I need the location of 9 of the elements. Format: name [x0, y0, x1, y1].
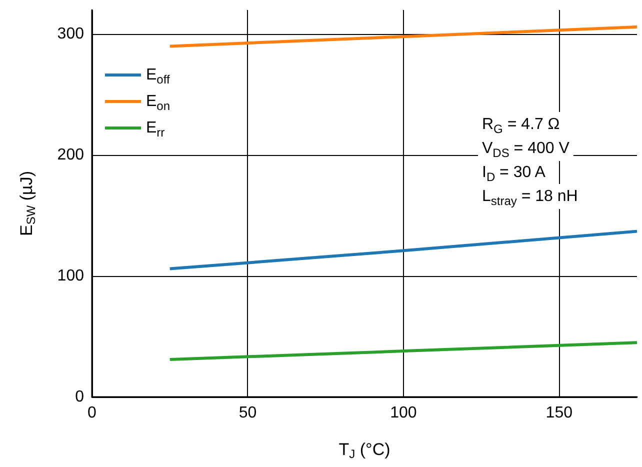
y-tick-label: 200: [57, 146, 84, 164]
x-tick-label: 100: [390, 404, 417, 422]
x-tick-label: 50: [238, 404, 257, 422]
x-tick-label: 0: [88, 404, 97, 422]
y-tick-label: 0: [75, 388, 84, 406]
y-axis-title: ESW (µJ): [17, 170, 38, 236]
y-tick-label: 100: [57, 268, 84, 285]
x-tick-label: 150: [546, 404, 573, 422]
y-tick-label: 300: [57, 26, 84, 43]
